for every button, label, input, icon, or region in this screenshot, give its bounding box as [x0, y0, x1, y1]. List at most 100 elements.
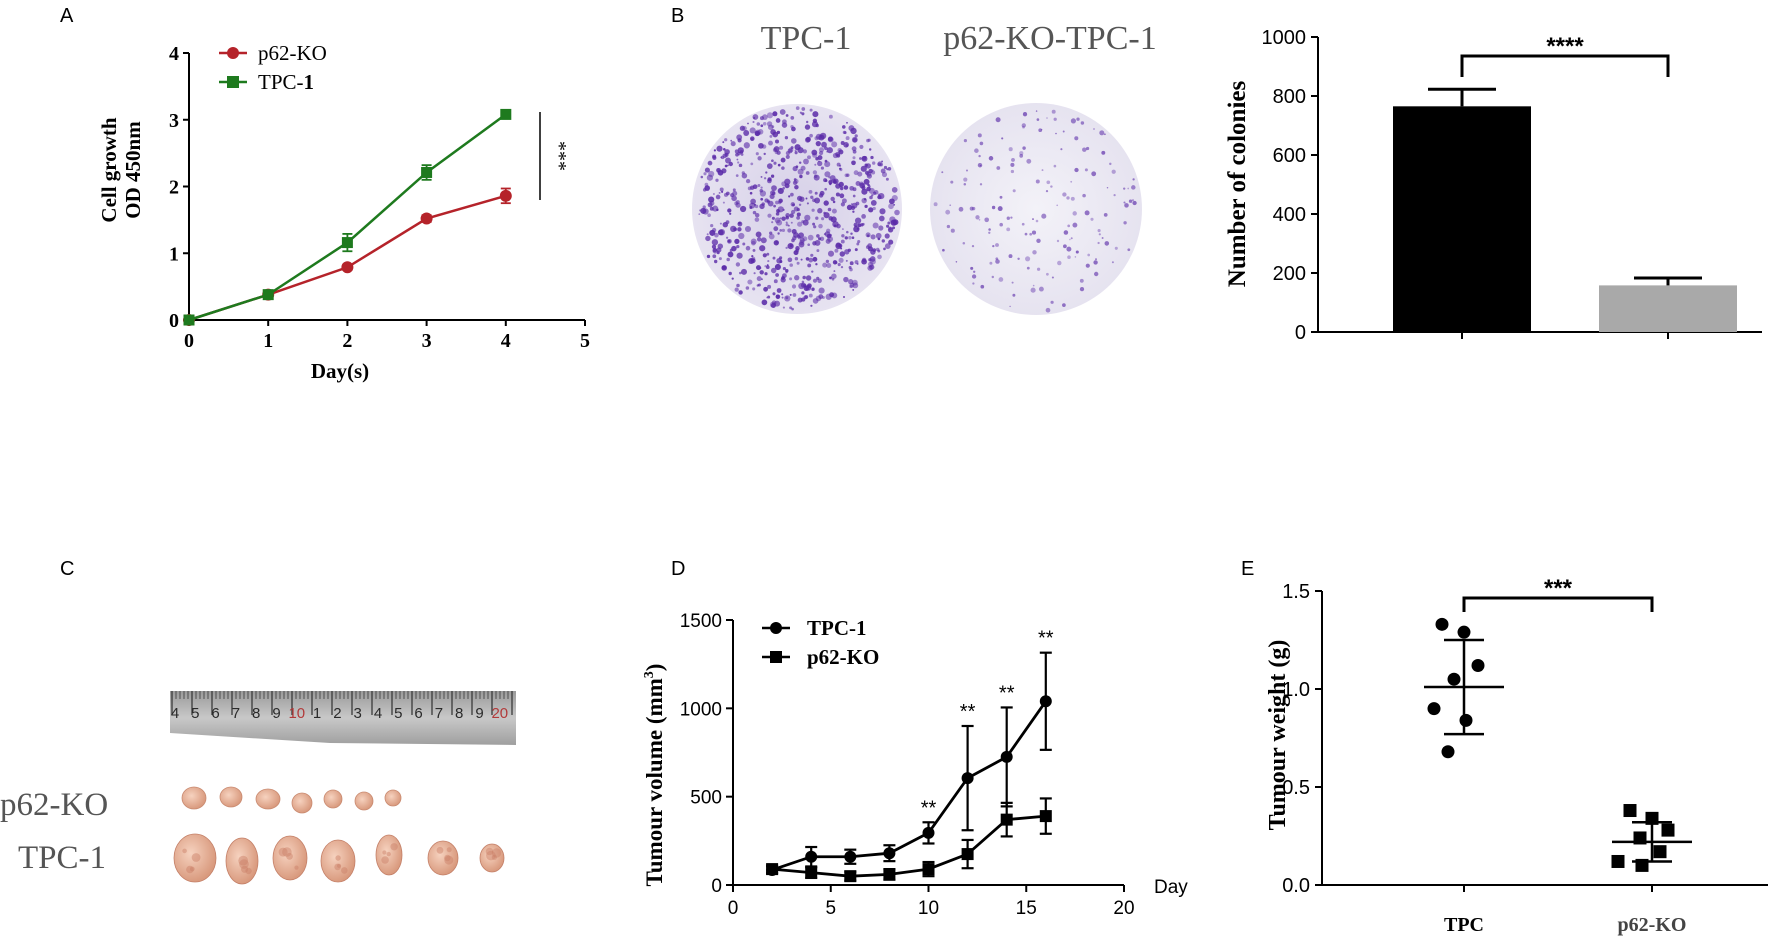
- e-x-tick-label: p62-KO: [1618, 914, 1687, 936]
- panel-a-x-axis-title: Day(s): [311, 359, 369, 383]
- colony-spot: [881, 239, 885, 243]
- colony-spot: [836, 162, 841, 167]
- colony-spot: [796, 261, 800, 265]
- colony-spot: [837, 263, 841, 267]
- colony-spot: [1066, 246, 1072, 252]
- colony-spot: [794, 149, 797, 152]
- d-significance-stars: **: [960, 701, 976, 723]
- colony-spot: [757, 283, 761, 287]
- colony-spot: [812, 278, 818, 283]
- a-point-p62ko: [341, 261, 354, 274]
- colony-spot: [1097, 229, 1101, 233]
- colony-spot: [813, 174, 820, 181]
- ruler-number: 8: [455, 705, 463, 722]
- colony-spot: [849, 267, 853, 272]
- ruler-ticks: [171, 691, 513, 715]
- colony-spot: [989, 261, 993, 265]
- colony-spot: [787, 228, 792, 233]
- panel-d-plot-area: 0 5 10 15 20 0 500 1000 1500 ** ** ** **: [680, 611, 1135, 919]
- colony-spot: [796, 208, 800, 212]
- b-bar-p62ko: [1599, 285, 1737, 332]
- colony-spot: [774, 150, 779, 155]
- colony-spot: [752, 184, 758, 190]
- colony-spot: [880, 168, 886, 174]
- a-y-tick-label: 2: [169, 177, 179, 199]
- colony-spot: [777, 163, 781, 167]
- panel-e-weight-chart: E 0.0 0.5 1.0 1.5 TPC p62-KO *** Tumour weight…: [1241, 558, 1768, 936]
- colony-spot: [771, 216, 775, 220]
- colony-spot: [853, 222, 858, 227]
- colony-spot: [805, 197, 808, 200]
- colony-spot: [789, 293, 792, 296]
- ruler-number: 6: [211, 705, 219, 722]
- colony-spot: [747, 186, 752, 191]
- colony-spot: [791, 126, 796, 132]
- colony-spot: [988, 228, 991, 231]
- colony-spot: [1009, 305, 1011, 308]
- colony-spot: [814, 239, 821, 246]
- colony-spot: [975, 215, 980, 220]
- b-bar-tpc1: [1393, 106, 1531, 332]
- tumor-row-label-p62ko: p62-KO: [0, 787, 108, 823]
- colony-spot: [802, 149, 807, 154]
- colony-spot: [942, 248, 945, 252]
- colony-spot: [773, 240, 779, 246]
- tumor-texture: [336, 863, 342, 868]
- colony-spot: [762, 253, 767, 258]
- colony-spot: [821, 296, 825, 299]
- colony-spot: [760, 186, 763, 189]
- e-point-tpc: [1459, 713, 1473, 727]
- colony-spot: [711, 227, 717, 233]
- colony-spot: [838, 257, 844, 263]
- a-x-tick-label: 1: [263, 330, 273, 352]
- colony-spot: [789, 263, 793, 267]
- colony-spot: [843, 185, 849, 190]
- colony-spot: [866, 138, 870, 143]
- colony-spot: [875, 232, 882, 239]
- colony-spot: [827, 136, 833, 142]
- colony-spot: [1030, 287, 1036, 293]
- colony-spot: [773, 226, 779, 232]
- colony-spot: [1031, 230, 1037, 235]
- colony-spot: [883, 165, 888, 170]
- colony-spot: [809, 108, 813, 112]
- colony-spot: [801, 297, 806, 302]
- e-point-p62ko: [1623, 804, 1637, 818]
- colony-spot: [804, 214, 811, 221]
- colony-spot: [763, 177, 767, 180]
- colony-spot: [1084, 210, 1090, 216]
- colony-spot: [815, 140, 821, 147]
- colony-spot: [776, 288, 782, 293]
- colony-spot: [716, 145, 723, 152]
- colony-spot: [955, 261, 958, 263]
- colony-spot: [742, 242, 746, 246]
- panel-b-colony-photo: B TPC-1 p62-KO-TPC-1: [671, 5, 1157, 315]
- colony-spot: [734, 149, 739, 154]
- colony-spot: [1079, 278, 1084, 283]
- colony-spot: [795, 165, 799, 169]
- colony-spot: [877, 194, 882, 200]
- colony-spot: [1080, 121, 1085, 125]
- colony-spot: [1050, 185, 1053, 188]
- colony-spot: [859, 157, 862, 160]
- colony-spot: [852, 194, 856, 198]
- colony-spot: [814, 197, 821, 204]
- colony-spot: [1094, 271, 1099, 277]
- colony-spot: [777, 187, 784, 194]
- colony-spot: [779, 229, 783, 232]
- colony-spot: [1086, 146, 1090, 151]
- colony-spot: [887, 166, 892, 171]
- colony-spot: [795, 246, 800, 251]
- colony-spot: [730, 193, 735, 198]
- colony-spot: [726, 257, 730, 262]
- colony-spot: [718, 191, 721, 194]
- colony-spot: [832, 260, 838, 265]
- d-point-tpc1: [883, 847, 896, 860]
- colony-spot: [846, 230, 849, 234]
- dish-p62ko-plate: [930, 103, 1142, 315]
- colony-spot: [801, 107, 806, 111]
- e-point-p62ko: [1611, 854, 1625, 868]
- colony-spot: [766, 265, 770, 269]
- d-x-tick-label: 5: [825, 898, 836, 919]
- colony-spot: [1099, 130, 1105, 136]
